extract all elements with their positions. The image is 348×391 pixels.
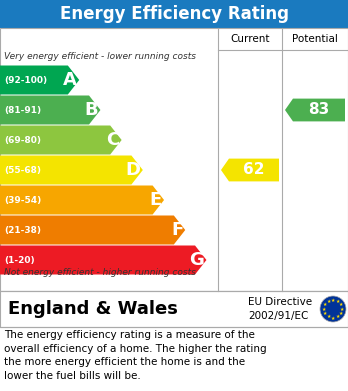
- Circle shape: [320, 296, 346, 322]
- Text: ★: ★: [339, 302, 343, 307]
- Text: (39-54): (39-54): [4, 196, 41, 204]
- Text: ★: ★: [340, 307, 344, 312]
- Text: 62: 62: [243, 163, 265, 178]
- Text: Potential: Potential: [292, 34, 338, 44]
- Text: ★: ★: [326, 314, 331, 319]
- Text: G: G: [190, 251, 204, 269]
- Text: ★: ★: [323, 302, 327, 307]
- Text: ★: ★: [339, 311, 343, 316]
- Text: ★: ★: [331, 298, 335, 303]
- Text: (1-20): (1-20): [4, 255, 34, 264]
- Polygon shape: [0, 246, 206, 274]
- Text: ★: ★: [331, 316, 335, 321]
- Text: (81-91): (81-91): [4, 106, 41, 115]
- Text: ★: ★: [322, 307, 326, 312]
- Text: A: A: [63, 71, 77, 89]
- Text: ★: ★: [335, 314, 340, 319]
- Text: (55-68): (55-68): [4, 165, 41, 174]
- Bar: [0, 291, 348, 327]
- Polygon shape: [0, 156, 143, 185]
- Polygon shape: [0, 66, 79, 95]
- Text: The energy efficiency rating is a measure of the
overall efficiency of a home. T: The energy efficiency rating is a measur…: [4, 330, 267, 381]
- Polygon shape: [0, 215, 185, 244]
- Text: EU Directive
2002/91/EC: EU Directive 2002/91/EC: [248, 298, 312, 321]
- Text: Very energy efficient - lower running costs: Very energy efficient - lower running co…: [4, 52, 196, 61]
- Text: D: D: [126, 161, 141, 179]
- Polygon shape: [285, 99, 345, 121]
- Bar: [0, 0, 348, 28]
- Text: England & Wales: England & Wales: [8, 300, 178, 318]
- Text: (92-100): (92-100): [4, 75, 47, 84]
- Text: 83: 83: [308, 102, 330, 118]
- Polygon shape: [0, 95, 101, 124]
- Text: C: C: [106, 131, 120, 149]
- Text: ★: ★: [335, 299, 340, 304]
- Polygon shape: [0, 185, 164, 215]
- Text: ★: ★: [323, 311, 327, 316]
- Text: (69-80): (69-80): [4, 136, 41, 145]
- Text: B: B: [85, 101, 98, 119]
- Text: Energy Efficiency Rating: Energy Efficiency Rating: [60, 5, 288, 23]
- Text: ★: ★: [326, 299, 331, 304]
- Bar: [0, 28, 348, 291]
- Polygon shape: [221, 159, 279, 181]
- Text: Not energy efficient - higher running costs: Not energy efficient - higher running co…: [4, 268, 196, 277]
- Text: Current: Current: [230, 34, 270, 44]
- Text: E: E: [150, 191, 162, 209]
- Polygon shape: [0, 126, 122, 154]
- Text: F: F: [171, 221, 183, 239]
- Text: (21-38): (21-38): [4, 226, 41, 235]
